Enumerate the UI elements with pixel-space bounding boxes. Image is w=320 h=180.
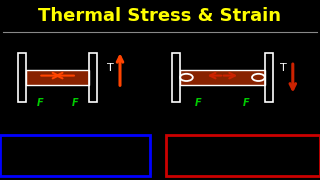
FancyBboxPatch shape bbox=[166, 135, 320, 176]
Text: F: F bbox=[37, 98, 43, 108]
Text: F = EAαΔT: F = EAαΔT bbox=[43, 149, 107, 162]
Text: F: F bbox=[243, 98, 250, 108]
Bar bbox=[265, 53, 273, 102]
Bar bbox=[172, 53, 180, 102]
Bar bbox=[27, 70, 89, 85]
Bar bbox=[19, 53, 27, 102]
Text: T: T bbox=[280, 63, 287, 73]
FancyBboxPatch shape bbox=[0, 135, 150, 176]
Text: Stress = EαΔT: Stress = EαΔT bbox=[197, 149, 290, 162]
Text: F: F bbox=[72, 98, 78, 108]
Text: T: T bbox=[107, 63, 114, 73]
Bar bbox=[89, 53, 97, 102]
Text: F: F bbox=[195, 98, 202, 108]
Text: Thermal Stress & Strain: Thermal Stress & Strain bbox=[38, 7, 282, 25]
Bar bbox=[180, 70, 265, 85]
